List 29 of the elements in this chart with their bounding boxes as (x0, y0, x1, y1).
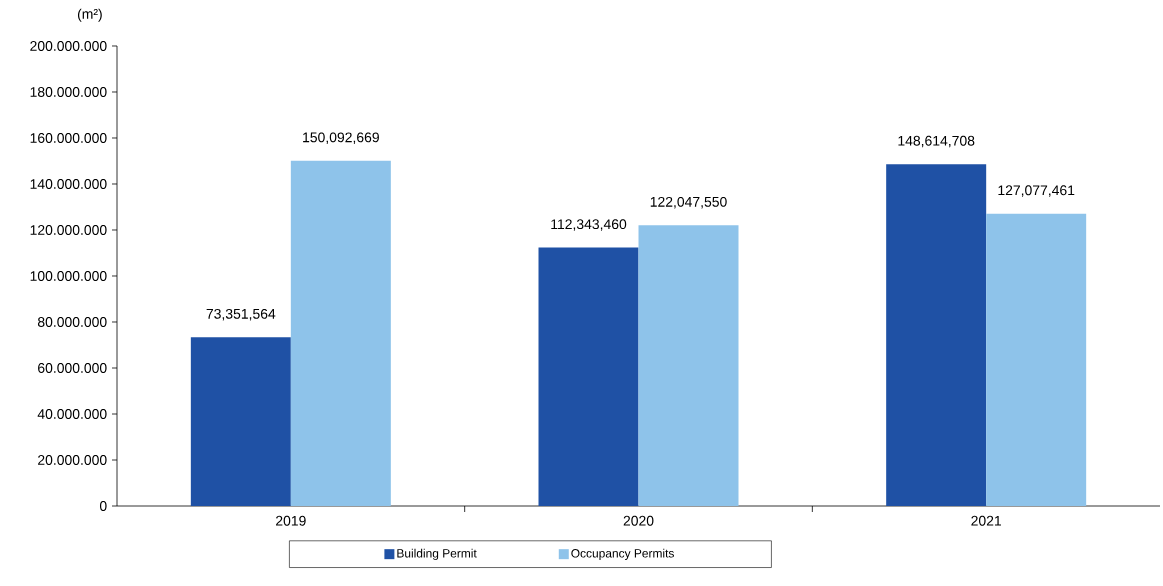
y-tick-label: 100.000.000 (30, 271, 107, 281)
data-label: 73,351,564 (206, 308, 276, 321)
data-label: 148,614,708 (898, 135, 975, 148)
bar (986, 213, 1087, 506)
data-label: 122,047,550 (650, 196, 727, 209)
data-label: 112,343,460 (551, 219, 627, 231)
data-label: 127,077,461 (998, 185, 1075, 197)
y-tick-label: 120.000.000 (30, 225, 107, 235)
y-tick-label: 80.000.000 (37, 317, 107, 327)
y-tick-label: 40.000.000 (37, 409, 107, 419)
y-tick-label: 160.000.000 (30, 133, 107, 143)
x-tick-label: 2021 (971, 515, 1001, 526)
y-tick-label: 200.000.000 (30, 41, 107, 51)
bar (290, 160, 391, 506)
bar (538, 247, 639, 506)
y-axis-title: (m²) (77, 8, 102, 22)
y-tick-label: 0 (99, 501, 107, 511)
y-tick-label: 180.000.000 (30, 87, 107, 97)
bar (886, 164, 987, 506)
x-tick-label: 2020 (623, 515, 654, 526)
bar (190, 337, 291, 506)
y-tick-label: 140.000.000 (30, 179, 107, 189)
legend-label: Occupancy Permits (571, 548, 674, 560)
legend-label: Building Permit (397, 548, 477, 560)
x-tick-label: 2019 (276, 515, 306, 526)
y-tick-label: 20.000.000 (38, 455, 107, 465)
data-label: 150,092,669 (303, 132, 379, 144)
bar (638, 225, 739, 506)
y-tick-label: 60.000.000 (38, 363, 107, 373)
